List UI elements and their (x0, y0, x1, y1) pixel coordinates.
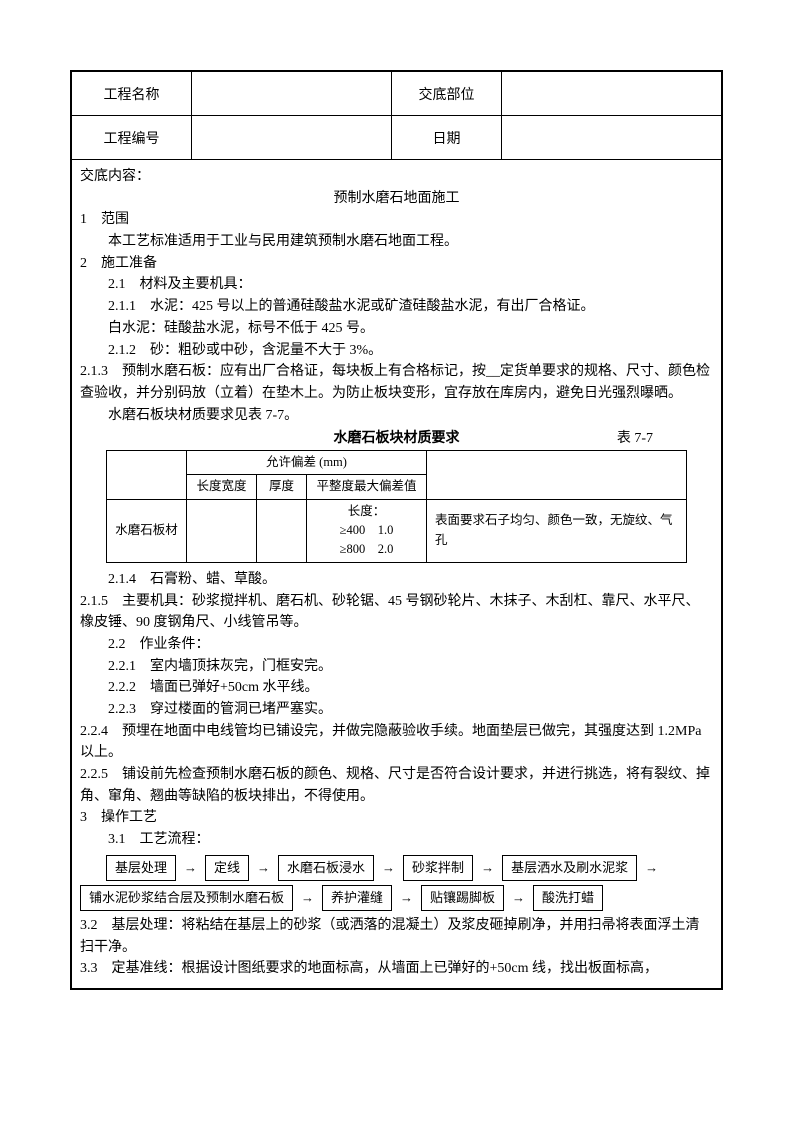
project-number-value (192, 116, 392, 160)
section-1-heading: 1 范围 (80, 209, 713, 231)
section-3-1: 3.1 工艺流程： (80, 829, 713, 851)
table-row1-c3a: 长度： (313, 502, 420, 521)
table-row1-c2 (257, 499, 307, 562)
project-name-label: 工程名称 (72, 72, 192, 116)
section-2-2-4: 2.2.4 预埋在地面中电线管均已铺设完，并做完隐蔽验收手续。地面垫层已做完，其… (80, 721, 713, 764)
section-3-3: 3.3 定基准线：根据设计图纸要求的地面标高，从墙面上已弹好的+50cm 线，找… (80, 958, 713, 980)
content-body: 交底内容： 预制水磨石地面施工 1 范围 本工艺标准适用于工业与民用建筑预制水磨… (71, 160, 722, 989)
table-header-c1: 长度宽度 (187, 475, 257, 499)
table-header-c2: 厚度 (257, 475, 307, 499)
flow-box-9: 酸洗打蜡 (533, 885, 603, 911)
section-2-heading: 2 施工准备 (80, 253, 713, 275)
flow-row-2: 铺水泥砂浆结合层及预制水磨石板 → 养护灌缝 → 贴镶踢脚板 → 酸洗打蜡 (80, 885, 713, 911)
section-2-2: 2.2 作业条件： (80, 634, 713, 656)
page: 工程名称 交底部位 工程编号 日期 交底内容： 预制水磨石地面施工 1 范围 本… (0, 0, 793, 1030)
table-header-c3: 平整度最大偏差值 (307, 475, 427, 499)
section-2-1-5: 2.1.5 主要机具：砂浆搅拌机、磨石机、砂轮锯、45 号钢砂轮片、木抹子、木刮… (80, 591, 713, 634)
table-header-blank-right (427, 450, 687, 499)
flow-box-2: 定线 (205, 855, 249, 881)
section-2-1-4: 2.1.4 石膏粉、蜡、草酸。 (80, 569, 713, 591)
section-1-p1: 本工艺标准适用于工业与民用建筑预制水磨石地面工程。 (80, 231, 713, 253)
arrow-icon: → (481, 858, 494, 878)
flow-row-1: 基层处理 → 定线 → 水磨石板浸水 → 砂浆拌制 → 基层洒水及刷水泥浆 → (106, 855, 713, 881)
project-name-value (192, 72, 392, 116)
arrow-icon: → (382, 858, 395, 878)
section-2-1-1: 2.1.1 水泥：425 号以上的普通硅酸盐水泥或矿渣硅酸盐水泥，有出厂合格证。 (80, 296, 713, 318)
table-header-span: 允许偏差 (mm) (187, 450, 427, 474)
table-row1-c3: 长度： ≥400 1.0 ≥800 2.0 (307, 499, 427, 562)
section-3-2: 3.2 基层处理：将粘结在基层上的砂浆（或洒落的混凝土）及浆皮砸掉刷净，并用扫帚… (80, 915, 713, 958)
section-2-2-2: 2.2.2 墙面已弹好+50cm 水平线。 (80, 677, 713, 699)
arrow-icon: → (184, 858, 197, 878)
flow-box-8: 贴镶踢脚板 (421, 885, 504, 911)
flow-box-3: 水磨石板浸水 (278, 855, 374, 881)
date-label: 日期 (392, 116, 502, 160)
table-ref: 表 7-7 (617, 428, 653, 450)
content-header: 交底内容： (80, 166, 713, 188)
arrow-icon: → (645, 858, 658, 878)
section-2-1-2: 2.1.2 砂：粗砂或中砂，含泥量不大于 3%。 (80, 340, 713, 362)
document-title: 预制水磨石地面施工 (80, 188, 713, 210)
project-number-label: 工程编号 (72, 116, 192, 160)
material-requirements-table: 允许偏差 (mm) 长度宽度 厚度 平整度最大偏差值 水磨石板材 长度： ≥40… (106, 450, 687, 563)
table-row1-c3b: ≥400 1.0 (313, 521, 420, 540)
section-2-1-3b: 水磨石板块材质要求见表 7-7。 (80, 405, 713, 427)
flow-box-7: 养护灌缝 (322, 885, 392, 911)
arrow-icon: → (301, 888, 314, 908)
table-row1-c0: 水磨石板材 (107, 499, 187, 562)
section-2-1: 2.1 材料及主要机具： (80, 274, 713, 296)
flow-box-1: 基层处理 (106, 855, 176, 881)
section-3-heading: 3 操作工艺 (80, 807, 713, 829)
table-row1-c3c: ≥800 2.0 (313, 540, 420, 559)
table-title: 水磨石板块材质要求 (334, 428, 460, 450)
flow-box-6: 铺水泥砂浆结合层及预制水磨石板 (80, 885, 293, 911)
flow-box-4: 砂浆拌制 (403, 855, 473, 881)
table-row1-c4: 表面要求石子均匀、颜色一致，无旋纹、气孔 (427, 499, 687, 562)
section-2-1-3: 2.1.3 预制水磨石板：应有出厂合格证，每块板上有合格标记，按__定货单要求的… (80, 361, 713, 404)
table-row1-c1 (187, 499, 257, 562)
section-2-2-3: 2.2.3 穿过楼面的管洞已堵严塞实。 (80, 699, 713, 721)
header-table: 工程名称 交底部位 工程编号 日期 (71, 71, 722, 160)
document-frame: 工程名称 交底部位 工程编号 日期 交底内容： 预制水磨石地面施工 1 范围 本… (70, 70, 723, 990)
arrow-icon: → (512, 888, 525, 908)
disclosure-part-label: 交底部位 (392, 72, 502, 116)
table-title-row: 水磨石板块材质要求 表 7-7 (80, 428, 713, 450)
table-corner-blank (107, 450, 187, 499)
arrow-icon: → (257, 858, 270, 878)
section-2-2-5: 2.2.5 铺设前先检查预制水磨石板的颜色、规格、尺寸是否符合设计要求，并进行挑… (80, 764, 713, 807)
date-value (502, 116, 722, 160)
arrow-icon: → (400, 888, 413, 908)
section-2-2-1: 2.2.1 室内墙顶抹灰完，门框安完。 (80, 656, 713, 678)
flow-box-5: 基层洒水及刷水泥浆 (502, 855, 637, 881)
disclosure-part-value (502, 72, 722, 116)
section-2-1-1b: 白水泥：硅酸盐水泥，标号不低于 425 号。 (80, 318, 713, 340)
